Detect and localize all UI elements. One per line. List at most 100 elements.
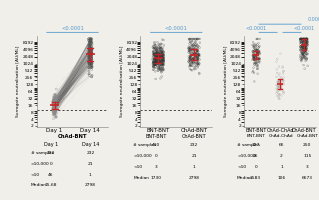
Point xyxy=(53,99,58,102)
Point xyxy=(160,66,165,69)
Point xyxy=(51,108,56,111)
Point xyxy=(303,41,308,44)
Point xyxy=(189,57,194,60)
Point xyxy=(250,71,255,74)
Point xyxy=(54,116,59,119)
Point xyxy=(90,62,95,65)
Point xyxy=(155,53,160,56)
Point xyxy=(155,68,160,71)
Point xyxy=(254,48,259,51)
Point xyxy=(51,104,56,107)
Point xyxy=(157,55,162,59)
Point xyxy=(51,108,56,111)
Point xyxy=(154,62,160,65)
Point xyxy=(191,57,197,61)
Point xyxy=(88,39,93,42)
Point xyxy=(277,72,282,75)
Point xyxy=(152,46,157,49)
Point xyxy=(158,45,163,48)
Point xyxy=(299,53,304,56)
Point xyxy=(193,57,198,60)
Point xyxy=(160,59,166,62)
Point xyxy=(301,44,306,47)
Point xyxy=(191,48,197,51)
Point xyxy=(52,104,57,107)
Point xyxy=(189,52,194,55)
Point xyxy=(301,51,306,55)
Y-axis label: Surrogate neutralisation [AU/ML]: Surrogate neutralisation [AU/ML] xyxy=(120,46,124,117)
Point xyxy=(152,58,157,61)
Text: BNT-BNT: BNT-BNT xyxy=(246,134,265,138)
Point xyxy=(50,113,56,116)
Point xyxy=(188,56,193,60)
Point xyxy=(53,106,58,109)
Point xyxy=(281,79,286,82)
Point xyxy=(253,60,258,63)
Point xyxy=(159,61,164,64)
Point xyxy=(86,62,92,65)
Point xyxy=(155,48,160,51)
Point xyxy=(194,56,199,59)
Point xyxy=(157,60,162,63)
Point xyxy=(88,40,93,43)
Point xyxy=(299,46,304,49)
Point xyxy=(302,37,308,40)
Point xyxy=(250,54,256,57)
Point xyxy=(252,55,257,58)
Point xyxy=(87,58,92,61)
Text: ChAd-BNT: ChAd-BNT xyxy=(182,134,206,139)
Point xyxy=(251,55,256,58)
Point xyxy=(159,61,164,65)
Point xyxy=(87,51,92,54)
Point xyxy=(188,41,193,45)
Point xyxy=(194,67,199,70)
Point xyxy=(298,49,303,52)
Point xyxy=(305,37,310,40)
Point xyxy=(152,52,157,55)
Point xyxy=(86,66,92,69)
Point xyxy=(281,83,286,86)
Point xyxy=(154,49,160,53)
Point xyxy=(159,42,164,45)
Point xyxy=(189,58,194,61)
Point xyxy=(189,59,194,62)
Point xyxy=(154,60,160,64)
Point xyxy=(254,58,259,62)
Point xyxy=(153,46,158,49)
Point xyxy=(155,55,160,58)
Text: # samples: # samples xyxy=(237,143,260,147)
Point xyxy=(189,61,195,64)
Point xyxy=(51,99,56,103)
Point xyxy=(304,52,309,55)
Point xyxy=(196,45,201,48)
Point xyxy=(160,63,165,66)
Point xyxy=(158,47,163,50)
Point xyxy=(193,38,198,41)
Point xyxy=(251,46,256,49)
Point xyxy=(299,47,304,50)
Point xyxy=(157,56,162,59)
Point xyxy=(302,51,307,54)
Point xyxy=(196,57,201,60)
Point xyxy=(53,100,58,103)
Point xyxy=(192,67,197,70)
Point xyxy=(151,68,156,72)
Point xyxy=(255,57,260,60)
Point xyxy=(159,55,164,58)
Point xyxy=(302,44,307,47)
Point xyxy=(86,56,91,60)
Point xyxy=(256,42,261,45)
Point xyxy=(51,97,56,100)
Text: 232: 232 xyxy=(190,143,198,147)
Point xyxy=(157,55,162,58)
Point xyxy=(151,65,156,68)
Point xyxy=(150,55,155,59)
Point xyxy=(189,61,194,65)
Point xyxy=(189,54,194,57)
Point xyxy=(54,103,59,106)
Point xyxy=(193,39,198,43)
Point xyxy=(50,106,56,109)
Point xyxy=(192,42,197,45)
Point xyxy=(52,112,57,115)
Point xyxy=(53,108,58,111)
